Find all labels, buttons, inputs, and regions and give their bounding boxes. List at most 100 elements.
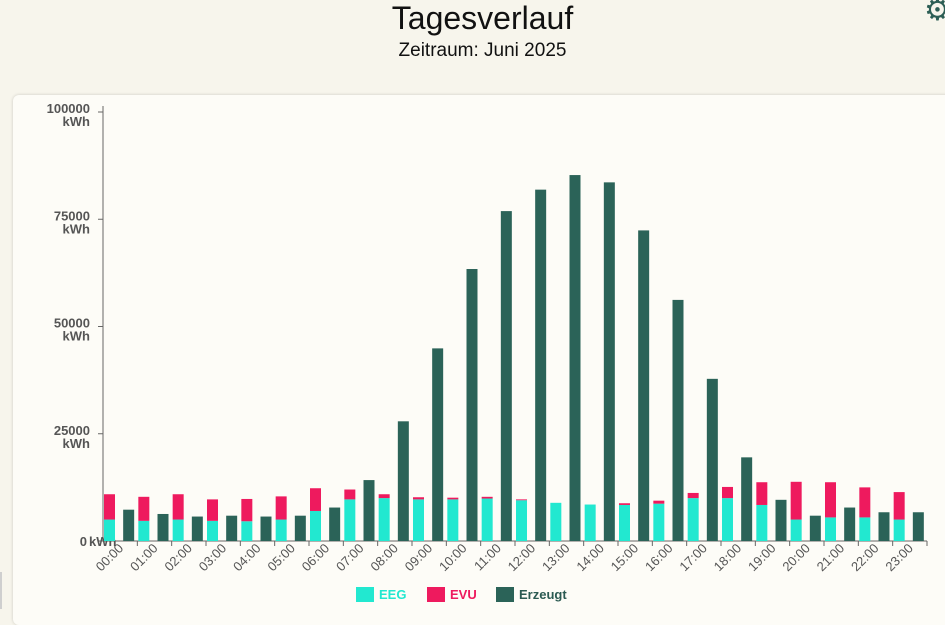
x-tick-label: 15:00 bbox=[608, 541, 642, 575]
y-tick-unit: kWh bbox=[63, 114, 91, 129]
bar-evu[interactable] bbox=[413, 497, 424, 500]
bar-erzeugt[interactable] bbox=[191, 516, 203, 541]
bar-evu[interactable] bbox=[138, 496, 150, 521]
chart-subtitle: Zeitraum: Juni 2025 bbox=[398, 40, 567, 61]
bar-evu[interactable] bbox=[722, 486, 733, 499]
bar-evu[interactable] bbox=[619, 503, 630, 505]
legend-swatch-evu[interactable] bbox=[427, 587, 445, 602]
bar-eeg[interactable] bbox=[516, 500, 527, 541]
y-tick-label: 75000 bbox=[54, 208, 90, 223]
bar-erzeugt[interactable] bbox=[741, 457, 753, 541]
bar-erzeugt[interactable] bbox=[294, 515, 306, 541]
bar-erzeugt[interactable] bbox=[329, 507, 341, 541]
bar-evu[interactable] bbox=[859, 487, 871, 518]
bar-erzeugt[interactable] bbox=[535, 189, 547, 542]
legend-label-eeg[interactable]: EEG bbox=[379, 587, 406, 602]
bar-erzeugt[interactable] bbox=[775, 499, 787, 541]
bar-evu[interactable] bbox=[378, 494, 390, 499]
bar-eeg[interactable] bbox=[722, 498, 733, 541]
bar-evu[interactable] bbox=[241, 498, 253, 522]
bar-erzeugt[interactable] bbox=[603, 182, 615, 541]
bar-eeg[interactable] bbox=[104, 519, 115, 541]
bar-eeg[interactable] bbox=[481, 498, 493, 541]
bar-eeg[interactable] bbox=[550, 502, 562, 541]
bar-eeg[interactable] bbox=[619, 504, 630, 541]
bar-eeg[interactable] bbox=[241, 521, 253, 541]
bar-erzeugt[interactable] bbox=[123, 509, 135, 541]
bar-erzeugt[interactable] bbox=[638, 230, 650, 542]
y-tick-unit: kWh bbox=[63, 221, 91, 236]
bar-erzeugt[interactable] bbox=[844, 507, 856, 541]
bar-erzeugt[interactable] bbox=[706, 378, 718, 541]
x-tick-label: 20:00 bbox=[779, 541, 813, 575]
legend-label-erzeugt[interactable]: Erzeugt bbox=[519, 587, 567, 602]
bar-eeg[interactable] bbox=[138, 520, 150, 541]
bar-eeg[interactable] bbox=[378, 498, 390, 541]
bar-erzeugt[interactable] bbox=[363, 480, 375, 541]
bar-eeg[interactable] bbox=[653, 503, 665, 541]
bar-evu[interactable] bbox=[516, 499, 527, 501]
x-tick-label: 13:00 bbox=[539, 541, 573, 575]
x-tick-label: 19:00 bbox=[745, 541, 779, 575]
x-tick-label: 01:00 bbox=[127, 541, 161, 575]
bar-evu[interactable] bbox=[481, 496, 493, 499]
bar-erzeugt[interactable] bbox=[878, 512, 890, 541]
bar-eeg[interactable] bbox=[687, 498, 699, 541]
bar-eeg[interactable] bbox=[790, 519, 802, 541]
bar-evu[interactable] bbox=[447, 497, 459, 500]
bar-eeg[interactable] bbox=[310, 510, 321, 541]
bar-eeg[interactable] bbox=[893, 519, 905, 541]
bar-erzeugt[interactable] bbox=[672, 299, 684, 541]
x-tick-label: 22:00 bbox=[848, 541, 882, 575]
x-tick-label: 08:00 bbox=[367, 541, 401, 575]
y-tick-label: 50000 bbox=[54, 316, 90, 331]
bar-eeg[interactable] bbox=[275, 519, 287, 541]
bar-eeg[interactable] bbox=[825, 517, 836, 541]
x-tick-label: 04:00 bbox=[230, 541, 264, 575]
bar-evu[interactable] bbox=[344, 489, 356, 500]
bar-erzeugt[interactable] bbox=[432, 348, 444, 541]
bar-evu[interactable] bbox=[687, 492, 699, 499]
bar-erzeugt[interactable] bbox=[260, 516, 272, 541]
bar-erzeugt[interactable] bbox=[569, 175, 581, 542]
bar-evu[interactable] bbox=[104, 494, 115, 520]
x-tick-label: 17:00 bbox=[676, 541, 710, 575]
legend-label-evu[interactable]: EVU bbox=[450, 587, 477, 602]
bar-evu[interactable] bbox=[207, 499, 218, 521]
y-tick-unit: kWh bbox=[63, 436, 91, 451]
x-tick-label: 09:00 bbox=[402, 541, 436, 575]
y-tick-label: 0 bbox=[80, 534, 87, 549]
bar-eeg[interactable] bbox=[344, 499, 356, 541]
bar-erzeugt[interactable] bbox=[157, 513, 169, 541]
chart-svg: 0 kWh25000kWh50000kWh75000kWh100000kWh00:… bbox=[47, 101, 928, 602]
bar-erzeugt[interactable] bbox=[466, 269, 478, 541]
bar-evu[interactable] bbox=[310, 488, 321, 511]
bar-evu[interactable] bbox=[275, 496, 287, 520]
legend-swatch-erzeugt[interactable] bbox=[496, 587, 514, 602]
bar-eeg[interactable] bbox=[756, 504, 768, 541]
legend-swatch-eeg[interactable] bbox=[356, 587, 374, 602]
bar-evu[interactable] bbox=[756, 482, 768, 505]
y-tick-unit: kWh bbox=[63, 329, 91, 344]
gear-icon[interactable]: ⚙ bbox=[924, 0, 945, 27]
bar-eeg[interactable] bbox=[859, 517, 871, 541]
bar-erzeugt[interactable] bbox=[397, 421, 409, 541]
bar-erzeugt[interactable] bbox=[809, 515, 821, 541]
bar-evu[interactable] bbox=[653, 500, 665, 504]
bar-evu[interactable] bbox=[893, 492, 905, 520]
bar-erzeugt[interactable] bbox=[500, 211, 512, 541]
bar-eeg[interactable] bbox=[447, 499, 459, 541]
bar-erzeugt[interactable] bbox=[912, 512, 924, 541]
x-tick-label: 03:00 bbox=[196, 541, 230, 575]
bar-eeg[interactable] bbox=[413, 499, 424, 541]
bar-eeg[interactable] bbox=[207, 520, 218, 541]
bar-evu[interactable] bbox=[825, 482, 836, 518]
x-tick-label: 02:00 bbox=[161, 541, 195, 575]
bar-eeg[interactable] bbox=[172, 519, 184, 541]
bar-erzeugt[interactable] bbox=[226, 515, 238, 541]
bar-evu[interactable] bbox=[790, 481, 802, 520]
bar-evu[interactable] bbox=[172, 494, 184, 520]
y-tick-label: 100000 bbox=[47, 101, 90, 116]
chart-title: Tagesverlauf bbox=[391, 0, 574, 36]
bar-eeg[interactable] bbox=[584, 504, 596, 541]
